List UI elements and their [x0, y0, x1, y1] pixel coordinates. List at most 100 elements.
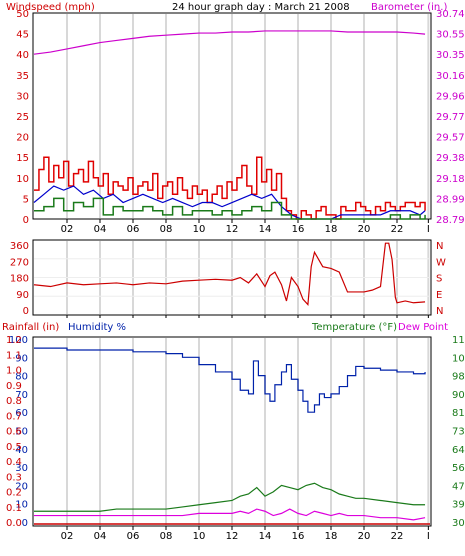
windspeed-tick-label: 35: [16, 71, 29, 82]
temperature-tick-label: 107: [452, 353, 465, 364]
wind-barometer-panel: 5045403530252015105030.7430.5530.3530.16…: [16, 9, 464, 235]
rainfall-tick-label: 1.2: [6, 335, 22, 346]
wind-panel-xtick-label: 10: [193, 224, 206, 235]
rainfall-axis-title: Rainfall (in): [2, 322, 59, 333]
humidity-tick-label: 90: [15, 353, 28, 364]
rainfall-tick-label: 1.1: [6, 350, 22, 361]
temperature-tick-label: 39: [452, 500, 465, 511]
direction-tick-label: 0: [23, 306, 29, 317]
windspeed-tick-label: 10: [16, 174, 29, 185]
wind-panel-xtick-label: 20: [358, 224, 371, 235]
barometer-tick-label: 29.38: [436, 153, 465, 164]
humidity-panel-xtick-label: 08: [160, 531, 173, 542]
rainfall-tick-label: 0.2: [6, 488, 22, 499]
barometer-tick-label: 28.99: [436, 194, 465, 205]
windspeed-tick-label: 20: [16, 133, 29, 144]
windspeed-tick-label: 30: [16, 91, 29, 102]
temperature-axis-title: Temperature (°F): [311, 322, 397, 333]
humidity-tick-label: 30: [15, 463, 28, 474]
direction-tick-label: 180: [10, 274, 29, 285]
wind-panel-xtick-label: 02: [61, 224, 74, 235]
compass-tick-label: S: [436, 274, 442, 285]
humidity-panel-xtick-label: 02: [61, 531, 74, 542]
rainfall-tick-label: 0.7: [6, 411, 22, 422]
compass-tick-label: N: [436, 241, 443, 252]
compass-tick-label: W: [436, 257, 446, 268]
humidity-panel-xtick-label: 06: [127, 531, 140, 542]
barometer-tick-label: 29.18: [436, 174, 465, 185]
wind-panel-xtick-label: 06: [127, 224, 140, 235]
barometer-line: [33, 30, 426, 55]
wind-panel-xtick-label: 18: [325, 224, 338, 235]
humidity-panel-xtick-label: I: [427, 531, 430, 542]
barometer-tick-label: 29.96: [436, 91, 465, 102]
wind-average-line: [33, 185, 426, 220]
humidity-panel-xtick-label: 12: [226, 531, 239, 542]
direction-tick-label: 270: [10, 257, 29, 268]
humidity-panel-xtick-label: 18: [325, 531, 338, 542]
humidity-tick-label: 0: [22, 518, 28, 529]
barometer-tick-label: 29.57: [436, 133, 465, 144]
humidity-line: [34, 347, 426, 413]
wind-panel-xtick-label: 16: [292, 224, 305, 235]
temperature-tick-label: 56: [452, 463, 465, 474]
dewpoint-axis-title: Dew Point: [398, 322, 448, 333]
temperature-tick-label: 98: [452, 372, 465, 383]
rainfall-tick-label: 0.3: [6, 472, 22, 483]
humidity-panel-xtick-label: 16: [292, 531, 305, 542]
barometer-axis-title: Barometer (in.): [371, 2, 447, 13]
barometer-tick-label: 30.16: [436, 71, 465, 82]
barometer-tick-label: 30.55: [436, 30, 465, 41]
humidity-tick-label: 40: [15, 445, 28, 456]
direction-tick-label: 90: [16, 290, 29, 301]
humidity-axis-title: Humidity %: [68, 322, 126, 333]
humidity-tick-label: 60: [15, 408, 28, 419]
humidity-tick-label: 50: [15, 427, 28, 438]
wind-direction-line: [33, 242, 426, 306]
wind-speed-line: [34, 197, 426, 220]
rainfall-tick-label: 0.6: [6, 427, 22, 438]
rainfall-tick-label: 1.0: [6, 366, 22, 377]
rainfall-tick-label: 0.1: [6, 503, 22, 514]
humidity-tick-label: 100: [9, 335, 28, 346]
wind-panel-xtick-label: 22: [391, 224, 404, 235]
humidity-panel-xtick-label: 22: [391, 531, 404, 542]
temperature-tick-label: 73: [452, 427, 465, 438]
humidity-panel-xtick-label: 14: [259, 531, 272, 542]
windspeed-tick-label: 25: [16, 112, 29, 123]
windspeed-tick-label: 45: [16, 30, 29, 41]
temperature-tick-label: 64: [452, 445, 465, 456]
humidity-tick-label: 80: [15, 372, 28, 383]
humidity-panel-xtick-label: 10: [193, 531, 206, 542]
windspeed-tick-label: 50: [16, 9, 29, 20]
wind-panel-xtick-label: I: [427, 224, 430, 235]
windspeed-tick-label: 5: [23, 194, 29, 205]
temperature-tick-label: 115: [452, 335, 465, 346]
temperature-line: [34, 482, 426, 512]
direction-tick-label: 360: [10, 241, 29, 252]
rainfall-tick-label: 0.9: [6, 381, 22, 392]
windspeed-axis-title: Windspeed (mph): [6, 2, 95, 13]
dewpoint-line: [34, 508, 426, 521]
temperature-tick-label: 47: [452, 481, 465, 492]
rainfall-tick-label: 0.5: [6, 442, 22, 453]
humidity-panel-xtick-label: 20: [358, 531, 371, 542]
humidity-panel-xtick-label: 04: [94, 531, 107, 542]
wind-panel-xtick-label: 08: [160, 224, 173, 235]
barometer-tick-label: 30.35: [436, 50, 465, 61]
humidity-tick-label: 70: [15, 390, 28, 401]
temperature-tick-label: 90: [452, 390, 465, 401]
rainfall-tick-label: 0.0: [6, 518, 22, 529]
windspeed-tick-label: 0: [23, 215, 29, 226]
compass-tick-label: E: [436, 290, 442, 301]
rainfall-tick-label: 0.8: [6, 396, 22, 407]
windspeed-tick-label: 15: [16, 153, 29, 164]
humidity-tick-label: 20: [15, 481, 28, 492]
wind-gust-line: [34, 156, 426, 220]
wind-panel-xtick-label: 12: [226, 224, 239, 235]
barometer-tick-label: 30.74: [436, 9, 465, 20]
wind-panel-xtick-label: 14: [259, 224, 272, 235]
temperature-tick-label: 30: [452, 518, 465, 529]
